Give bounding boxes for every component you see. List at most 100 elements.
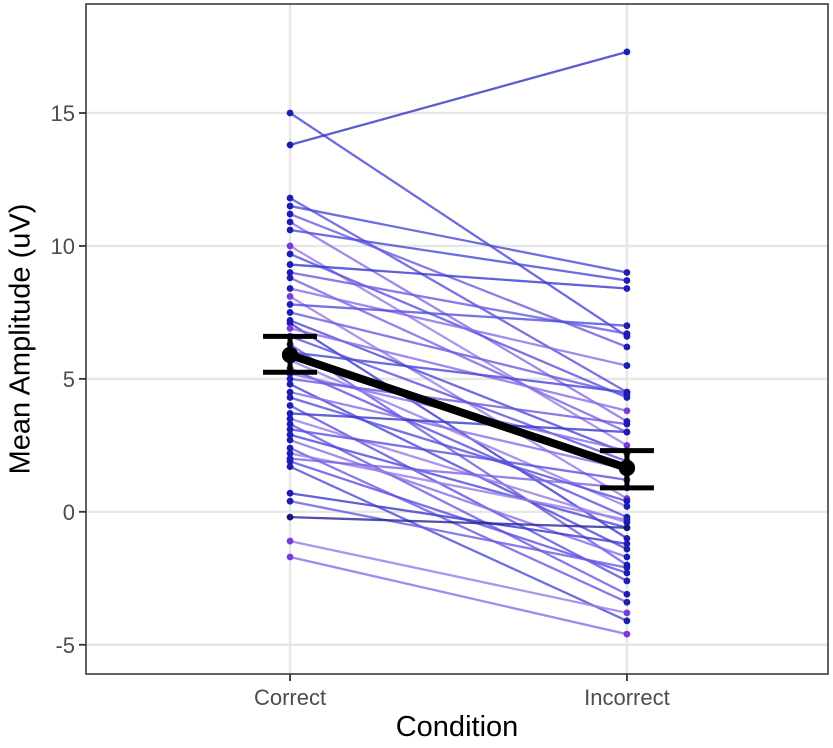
- y-axis-title: Mean Amplitude (uV): [4, 203, 37, 475]
- subject-line: [289, 412, 627, 434]
- subject-point-correct: [286, 293, 294, 300]
- subject-line: [289, 263, 627, 290]
- subject-point-correct: [286, 537, 294, 545]
- subject-point-incorrect: [623, 553, 631, 561]
- subject-line: [289, 492, 628, 545]
- subject-point-correct: [286, 449, 294, 457]
- mean-line: [288, 351, 629, 472]
- subject-line: [289, 221, 628, 423]
- subject-point-correct: [286, 242, 294, 250]
- subject-line: [289, 50, 628, 147]
- subject-line: [289, 417, 628, 524]
- subject-line: [289, 276, 628, 434]
- subject-point-correct: [286, 375, 294, 383]
- subject-point-incorrect: [623, 577, 631, 585]
- subject-line: [289, 351, 628, 394]
- subject-line: [289, 377, 628, 426]
- subject-line: [289, 335, 628, 463]
- subject-point-correct: [286, 415, 294, 423]
- subject-line: [289, 303, 627, 327]
- subject-point-incorrect: [623, 330, 631, 338]
- subject-point-correct: [286, 309, 294, 316]
- subject-line: [289, 391, 628, 471]
- subject-point-incorrect: [623, 609, 631, 617]
- subject-point-incorrect: [623, 535, 631, 542]
- subject-line: [289, 197, 628, 394]
- subject-line: [289, 500, 628, 569]
- subject-point-incorrect: [623, 277, 631, 284]
- subject-line: [289, 555, 628, 636]
- subject-point-incorrect: [623, 564, 631, 572]
- subject-point-incorrect: [623, 545, 631, 553]
- subject-point-correct: [286, 431, 294, 439]
- x-axis-title: Condition: [395, 711, 519, 743]
- subject-point-incorrect: [623, 569, 631, 577]
- subject-point-incorrect: [623, 630, 631, 638]
- subject-point-correct: [286, 269, 294, 276]
- subject-point-correct: [286, 444, 294, 452]
- subject-line: [289, 244, 628, 447]
- subject-point-incorrect: [623, 598, 631, 606]
- subject-point-incorrect: [623, 503, 631, 510]
- subject-point-correct: [286, 274, 294, 282]
- subject-line: [289, 271, 628, 335]
- subject-line: [289, 423, 628, 596]
- subject-point-incorrect: [623, 540, 631, 548]
- subject-line: [289, 204, 628, 274]
- subject-point-correct: [286, 457, 294, 465]
- subject-point-incorrect: [623, 343, 631, 351]
- subject-line: [289, 287, 628, 367]
- subject-point-correct: [286, 420, 294, 428]
- subject-line: [289, 438, 628, 559]
- y-axis-tick-label: -5: [55, 633, 75, 658]
- subject-point-incorrect: [623, 48, 631, 56]
- panel-border: [85, 3, 829, 675]
- subject-line: [289, 367, 628, 519]
- subject-point-correct: [286, 553, 294, 561]
- subject-point-correct: [286, 319, 294, 327]
- subject-line: [289, 383, 628, 551]
- subject-point-correct: [286, 194, 294, 202]
- subject-line: [289, 112, 628, 338]
- subject-point-incorrect: [623, 590, 631, 598]
- subject-point-correct: [286, 513, 294, 521]
- subject-point-correct: [286, 394, 294, 401]
- subject-line: [289, 457, 628, 490]
- subject-line: [289, 433, 628, 529]
- subject-point-incorrect: [623, 516, 631, 524]
- subject-point-correct: [286, 202, 294, 210]
- subject-line: [290, 515, 627, 529]
- subject-point-correct: [286, 261, 294, 268]
- subject-point-correct: [286, 402, 294, 409]
- x-axis-tick-label: Incorrect: [584, 685, 670, 710]
- subject-line: [289, 539, 628, 614]
- x-axis-tick-label: Correct: [254, 685, 326, 710]
- subject-point-incorrect: [623, 322, 631, 330]
- subject-point-correct: [286, 218, 294, 226]
- subject-line: [289, 295, 628, 500]
- subject-point-correct: [286, 109, 294, 117]
- subject-point-correct: [286, 141, 294, 149]
- subject-point-incorrect: [623, 428, 631, 436]
- subject-point-incorrect: [623, 497, 631, 505]
- subject-line: [289, 446, 628, 604]
- subject-point-incorrect: [623, 524, 631, 532]
- subject-line: [289, 327, 628, 412]
- subject-point-correct: [286, 410, 294, 417]
- subject-point-correct: [286, 489, 294, 497]
- mean-point: [281, 346, 299, 364]
- subject-line: [289, 460, 628, 575]
- subject-line: [289, 228, 628, 282]
- subject-point-correct: [286, 436, 294, 444]
- subject-point-correct: [286, 497, 294, 505]
- subject-point-correct: [286, 380, 294, 388]
- subject-point-correct: [286, 425, 294, 433]
- y-axis-tick-label: 0: [63, 500, 75, 525]
- subject-point-correct: [286, 324, 294, 332]
- subject-line: [289, 252, 628, 399]
- subject-point-incorrect: [623, 285, 631, 292]
- subject-line: [289, 404, 628, 582]
- subject-point-correct: [286, 388, 294, 396]
